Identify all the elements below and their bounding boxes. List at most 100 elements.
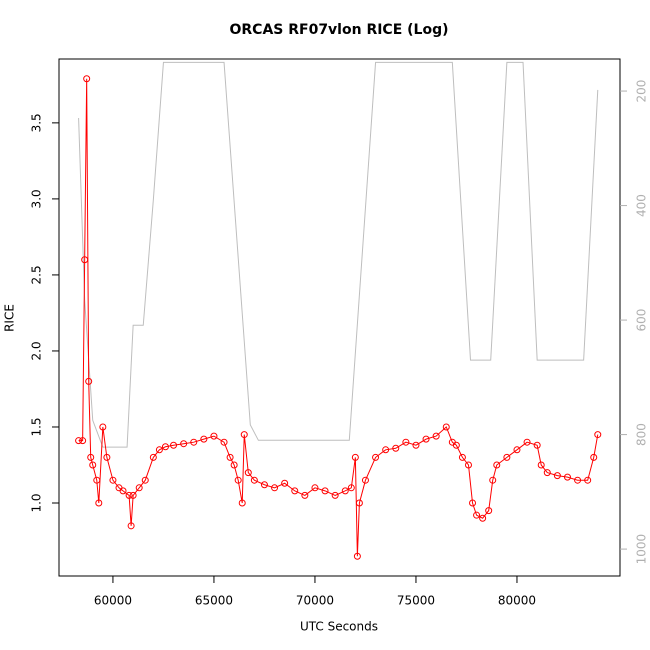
point <box>135 484 143 492</box>
x-tick-label: 70000 <box>296 594 334 608</box>
point <box>469 499 477 507</box>
point <box>79 437 87 445</box>
point <box>155 446 163 454</box>
point <box>537 461 545 469</box>
point <box>493 461 501 469</box>
point <box>170 441 178 449</box>
x-tick-label: 75000 <box>397 594 435 608</box>
point <box>353 552 361 560</box>
x-axis-label: UTC Seconds <box>300 620 378 634</box>
point <box>392 444 400 452</box>
plot-area <box>75 61 602 560</box>
point <box>127 522 135 530</box>
point <box>200 435 208 443</box>
point <box>452 441 460 449</box>
point <box>93 476 101 484</box>
y2-tick-label: 200 <box>635 80 649 103</box>
point <box>234 476 242 484</box>
point <box>180 440 188 448</box>
y-tick-label: 3.0 <box>30 189 44 208</box>
point <box>87 453 95 461</box>
point <box>382 446 390 454</box>
point <box>402 438 410 446</box>
point <box>372 453 380 461</box>
plot-box <box>58 58 621 577</box>
point <box>347 484 355 492</box>
chart-title: ORCAS RF07vlon RICE (Log) <box>229 22 448 38</box>
point <box>240 431 248 439</box>
y2-tick-label: 1000 <box>635 534 649 565</box>
point <box>281 479 289 487</box>
y-tick-label: 1.5 <box>30 417 44 436</box>
point <box>523 438 531 446</box>
y-tick-label: 2.0 <box>30 341 44 360</box>
point <box>479 514 487 522</box>
point <box>458 453 466 461</box>
point <box>103 453 111 461</box>
point <box>129 491 137 499</box>
point <box>109 476 117 484</box>
point <box>301 491 309 499</box>
point <box>119 487 127 495</box>
series-line <box>78 61 599 448</box>
point <box>149 453 157 461</box>
point <box>226 453 234 461</box>
y-tick-label: 3.5 <box>30 113 44 132</box>
point <box>230 461 238 469</box>
point <box>553 472 561 480</box>
x-tick-label: 60000 <box>94 594 132 608</box>
point <box>489 476 497 484</box>
point <box>584 476 592 484</box>
y-tick-label: 1.0 <box>30 493 44 512</box>
point <box>412 441 420 449</box>
point <box>271 484 279 492</box>
point <box>83 75 91 83</box>
point <box>422 435 430 443</box>
point <box>291 487 299 495</box>
point <box>331 491 339 499</box>
y2-tick-label: 600 <box>635 309 649 332</box>
point <box>574 476 582 484</box>
point <box>75 437 83 445</box>
series-line <box>78 78 599 557</box>
point <box>250 476 258 484</box>
point <box>563 473 571 481</box>
point <box>89 461 97 469</box>
point <box>341 487 349 495</box>
x-tick-label: 80000 <box>498 594 536 608</box>
point <box>190 438 198 446</box>
point <box>141 476 149 484</box>
point <box>432 432 440 440</box>
point <box>361 476 369 484</box>
point <box>533 441 541 449</box>
point <box>95 499 103 507</box>
point <box>442 423 450 431</box>
point <box>244 469 252 477</box>
y-tick-label: 2.5 <box>30 265 44 284</box>
point <box>210 432 218 440</box>
point <box>594 431 602 439</box>
point <box>355 499 363 507</box>
point <box>238 499 246 507</box>
point <box>81 256 89 264</box>
point <box>99 423 107 431</box>
point <box>351 453 359 461</box>
point <box>543 469 551 477</box>
point <box>485 507 493 515</box>
point <box>590 453 598 461</box>
x-tick-label: 65000 <box>195 594 233 608</box>
point <box>125 491 133 499</box>
point <box>503 453 511 461</box>
y2-tick-label: 400 <box>635 194 649 217</box>
point <box>473 511 481 519</box>
point <box>311 484 319 492</box>
point <box>321 487 329 495</box>
point <box>464 461 472 469</box>
point <box>220 438 228 446</box>
point <box>161 443 169 451</box>
point <box>513 446 521 454</box>
y-axis-label: RICE <box>3 304 17 332</box>
y2-tick-label: 800 <box>635 423 649 446</box>
point <box>85 377 93 385</box>
